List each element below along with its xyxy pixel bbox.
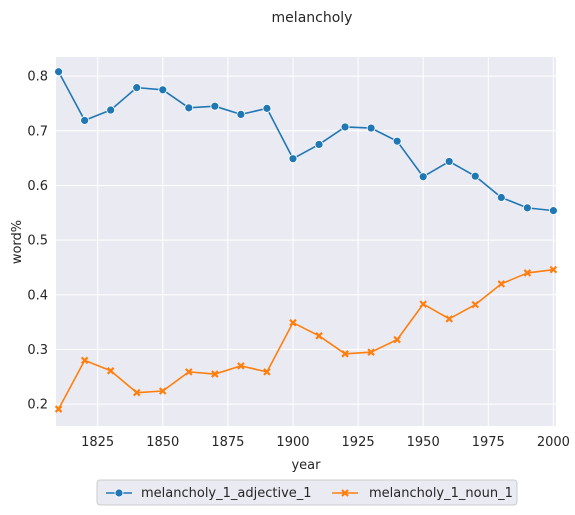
legend-box <box>96 479 518 506</box>
tick-labels: 1825 1850 1875 1900 1925 1950 1975 2000 0.2 0.3 0.… <box>27 70 570 450</box>
legend-label-adjective: melancholy_1_adjective_1 <box>141 486 312 501</box>
data-point-adjective <box>496 193 506 202</box>
y-axis-label: word% <box>10 220 25 264</box>
legend-marker-adjective <box>114 488 124 498</box>
y-tick-label: 0.3 <box>27 343 48 358</box>
x-tick-label: 1975 <box>472 435 505 450</box>
data-point-noun <box>185 368 193 376</box>
data-point-noun <box>445 315 454 323</box>
series-line-noun <box>57 268 554 410</box>
data-point-adjective <box>158 85 168 95</box>
y-tick-label: 0.2 <box>27 398 48 413</box>
chart-title: melancholy <box>272 10 353 26</box>
data-point-adjective <box>418 172 428 182</box>
data-point-adjective <box>54 67 64 77</box>
data-point-noun <box>419 300 427 308</box>
data-point-noun <box>106 367 115 375</box>
data-point-noun <box>263 368 271 376</box>
data-point-adjective <box>470 171 480 181</box>
legend-marker-noun <box>341 489 349 497</box>
data-point-adjective <box>132 83 142 93</box>
data-point-adjective <box>106 105 116 115</box>
data-point-adjective <box>210 101 220 111</box>
legend: melancholy_1_adjective_1 melancholy_1_no… <box>96 479 518 506</box>
data-point-noun <box>237 362 245 370</box>
data-point-noun <box>471 300 480 309</box>
series-layer <box>54 67 558 413</box>
x-tick-label: 1825 <box>81 435 114 450</box>
data-point-noun <box>54 405 63 413</box>
data-point-adjective <box>392 136 402 146</box>
data-point-noun <box>523 269 532 277</box>
data-point-noun <box>341 350 349 358</box>
data-point-adjective <box>548 206 558 216</box>
data-point-noun <box>80 356 89 365</box>
data-point-adjective <box>236 110 246 119</box>
y-tick-label: 0.8 <box>27 70 48 85</box>
x-tick-label: 1900 <box>276 435 309 450</box>
x-tick-label: 1950 <box>407 435 440 450</box>
data-point-adjective <box>184 103 194 113</box>
data-point-adjective <box>80 116 90 125</box>
data-point-noun <box>497 280 506 288</box>
data-point-noun <box>132 388 141 397</box>
data-point-noun <box>367 348 375 356</box>
data-point-noun <box>211 370 219 378</box>
y-tick-label: 0.4 <box>27 288 48 303</box>
x-axis-label: year <box>291 458 321 473</box>
data-point-noun <box>549 265 558 274</box>
x-tick-label: 1850 <box>146 435 179 450</box>
data-point-noun <box>289 318 297 327</box>
legend-label-noun: melancholy_1_noun_1 <box>369 486 513 501</box>
data-point-adjective <box>340 122 350 132</box>
data-point-adjective <box>288 154 298 164</box>
data-point-adjective <box>314 140 324 149</box>
grid-lines <box>56 57 556 426</box>
y-tick-label: 0.6 <box>27 179 48 194</box>
x-tick-label: 1875 <box>211 435 244 450</box>
data-point-adjective <box>444 157 454 166</box>
plot-area <box>56 57 556 426</box>
y-tick-label: 0.5 <box>27 234 48 249</box>
data-point-adjective <box>366 123 376 133</box>
data-point-adjective <box>262 103 272 113</box>
x-tick-label: 1925 <box>342 435 375 450</box>
data-point-noun <box>158 387 167 395</box>
x-tick-label: 2000 <box>537 435 570 450</box>
data-point-noun <box>315 332 323 340</box>
data-point-noun <box>393 335 401 344</box>
y-tick-label: 0.7 <box>27 124 48 139</box>
data-point-adjective <box>522 203 532 213</box>
